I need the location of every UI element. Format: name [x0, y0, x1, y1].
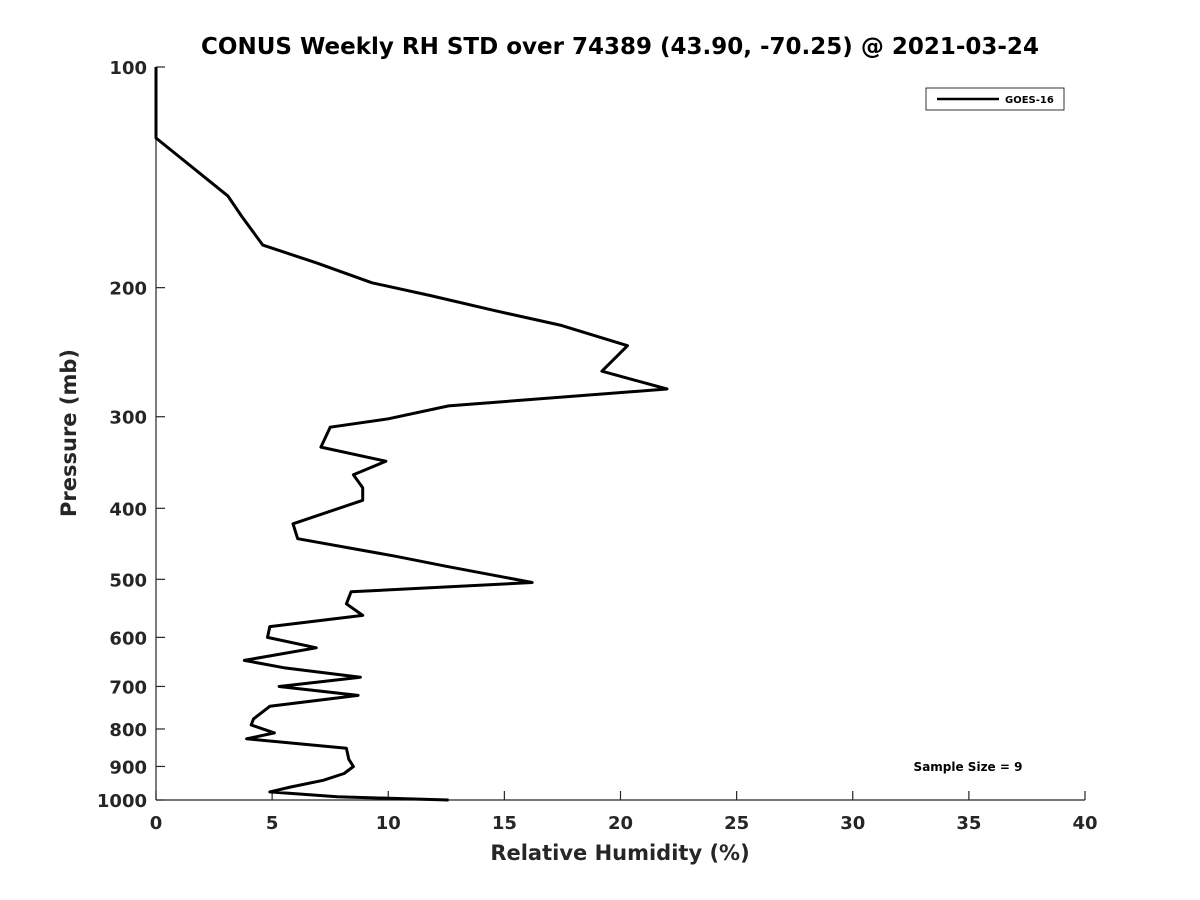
- x-ticks: 0 5 10 15 20 25 30 35 40: [150, 791, 1098, 834]
- x-tick-label: 35: [956, 813, 981, 834]
- y-tick-label: 600: [109, 628, 147, 649]
- sample-size-annotation: Sample Size = 9: [914, 760, 1023, 774]
- y-tick-label: 200: [109, 279, 147, 300]
- legend-label-goes-16: GOES-16: [1005, 95, 1054, 106]
- x-tick-label: 25: [724, 813, 749, 834]
- y-tick-label: 500: [109, 570, 147, 591]
- series-layer: [154, 67, 669, 802]
- y-tick-label: 1000: [97, 791, 147, 812]
- x-tick-label: 15: [492, 813, 517, 834]
- x-tick-label: 30: [840, 813, 865, 834]
- y-tick-label: 800: [109, 720, 147, 741]
- x-tick-label: 0: [150, 813, 163, 834]
- chart-title: CONUS Weekly RH STD over 74389 (43.90, -…: [201, 34, 1039, 60]
- y-tick-label: 700: [109, 677, 147, 698]
- x-tick-label: 40: [1072, 813, 1097, 834]
- x-tick-label: 5: [266, 813, 279, 834]
- legend: GOES-16: [925, 87, 1065, 111]
- y-tick-label: 100: [109, 58, 147, 79]
- series-line-goes-16: [154, 67, 669, 802]
- y-tick-label: 300: [109, 408, 147, 429]
- y-axis-label: Pressure (mb): [57, 349, 81, 517]
- y-tick-label: 900: [109, 757, 147, 778]
- x-axis-label: Relative Humidity (%): [490, 841, 749, 865]
- x-tick-label: 20: [608, 813, 633, 834]
- x-tick-label: 10: [376, 813, 401, 834]
- y-tick-label: 400: [109, 499, 147, 520]
- y-ticks: 100 200 300 400 500 600 700 800 900 1000: [97, 58, 165, 812]
